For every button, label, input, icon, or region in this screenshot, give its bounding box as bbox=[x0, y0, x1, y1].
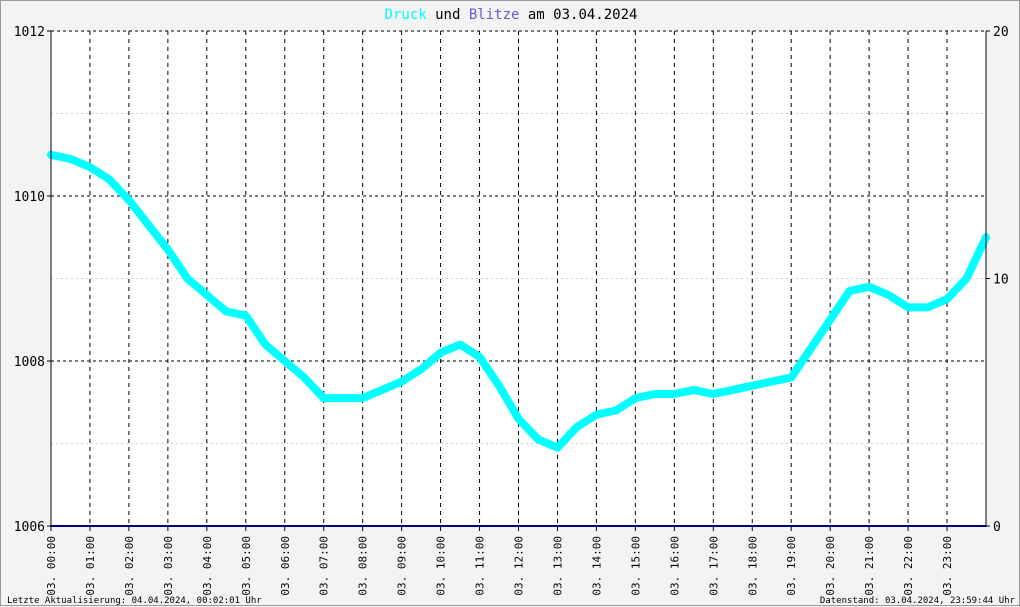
left-tick-label: 1006 bbox=[14, 520, 45, 535]
x-tick-label: 03. 06:00 bbox=[279, 536, 292, 596]
x-tick-label: 03. 23:00 bbox=[941, 536, 954, 596]
x-tick-label: 03. 02:00 bbox=[123, 536, 136, 596]
title-date: 03.04.2024 bbox=[553, 7, 637, 23]
x-tick-label: 03. 14:00 bbox=[590, 536, 603, 596]
left-axis-ticks: 1012 1010 1008 1006 bbox=[14, 25, 51, 535]
left-tick-label: 1010 bbox=[14, 190, 45, 205]
x-axis-ticks: 03. 00:00 03. 01:00 03. 02:00 03. 03:00 03. … bbox=[45, 526, 954, 596]
x-tick-label: 03. 21:00 bbox=[863, 536, 876, 596]
title-connector-am: am bbox=[519, 7, 553, 23]
left-tick-label: 1012 bbox=[14, 25, 45, 40]
x-tick-label: 03. 12:00 bbox=[513, 536, 526, 596]
grid bbox=[51, 30, 986, 526]
x-tick-label: 03. 09:00 bbox=[396, 536, 409, 596]
footer-last-update: Letzte Aktualisierung: 04.04.2024, 00:02… bbox=[7, 596, 262, 606]
chart-title: Druck und Blitze am 03.04.2024 bbox=[385, 7, 638, 23]
x-tick-label: 03. 01:00 bbox=[84, 536, 97, 596]
title-series-blitze: Blitze bbox=[469, 7, 520, 23]
x-tick-label: 03. 07:00 bbox=[318, 536, 331, 596]
x-tick-label: 03. 05:00 bbox=[240, 536, 253, 596]
x-tick-label: 03. 04:00 bbox=[201, 536, 214, 596]
x-tick-label: 03. 10:00 bbox=[435, 536, 448, 596]
x-tick-label: 03. 16:00 bbox=[668, 536, 681, 596]
x-tick-label: 03. 20:00 bbox=[824, 536, 837, 596]
right-tick-label: 20 bbox=[993, 25, 1009, 40]
x-tick-label: 03. 00:00 bbox=[45, 536, 58, 596]
footer-data-status: Datenstand: 03.04.2024, 23:59:44 Uhr bbox=[820, 596, 1016, 606]
title-series-druck: Druck bbox=[385, 7, 428, 23]
right-tick-label: 0 bbox=[993, 520, 1001, 535]
x-tick-label: 03. 03:00 bbox=[162, 536, 175, 596]
series-line-druck bbox=[47, 150, 990, 452]
x-tick-label: 03. 19:00 bbox=[785, 536, 798, 596]
title-connector-und: und bbox=[427, 7, 469, 23]
right-axis-ticks: 20 10 0 bbox=[986, 25, 1009, 535]
x-tick-label: 03. 11:00 bbox=[474, 536, 487, 596]
x-tick-label: 03. 22:00 bbox=[902, 536, 915, 596]
x-tick-label: 03. 15:00 bbox=[629, 536, 642, 596]
right-tick-label: 10 bbox=[993, 273, 1009, 288]
left-tick-label: 1008 bbox=[14, 355, 45, 370]
x-tick-label: 03. 18:00 bbox=[746, 536, 759, 596]
x-tick-label: 03. 08:00 bbox=[357, 536, 370, 596]
x-tick-label: 03. 13:00 bbox=[551, 536, 564, 596]
x-tick-label: 03. 17:00 bbox=[707, 536, 720, 596]
